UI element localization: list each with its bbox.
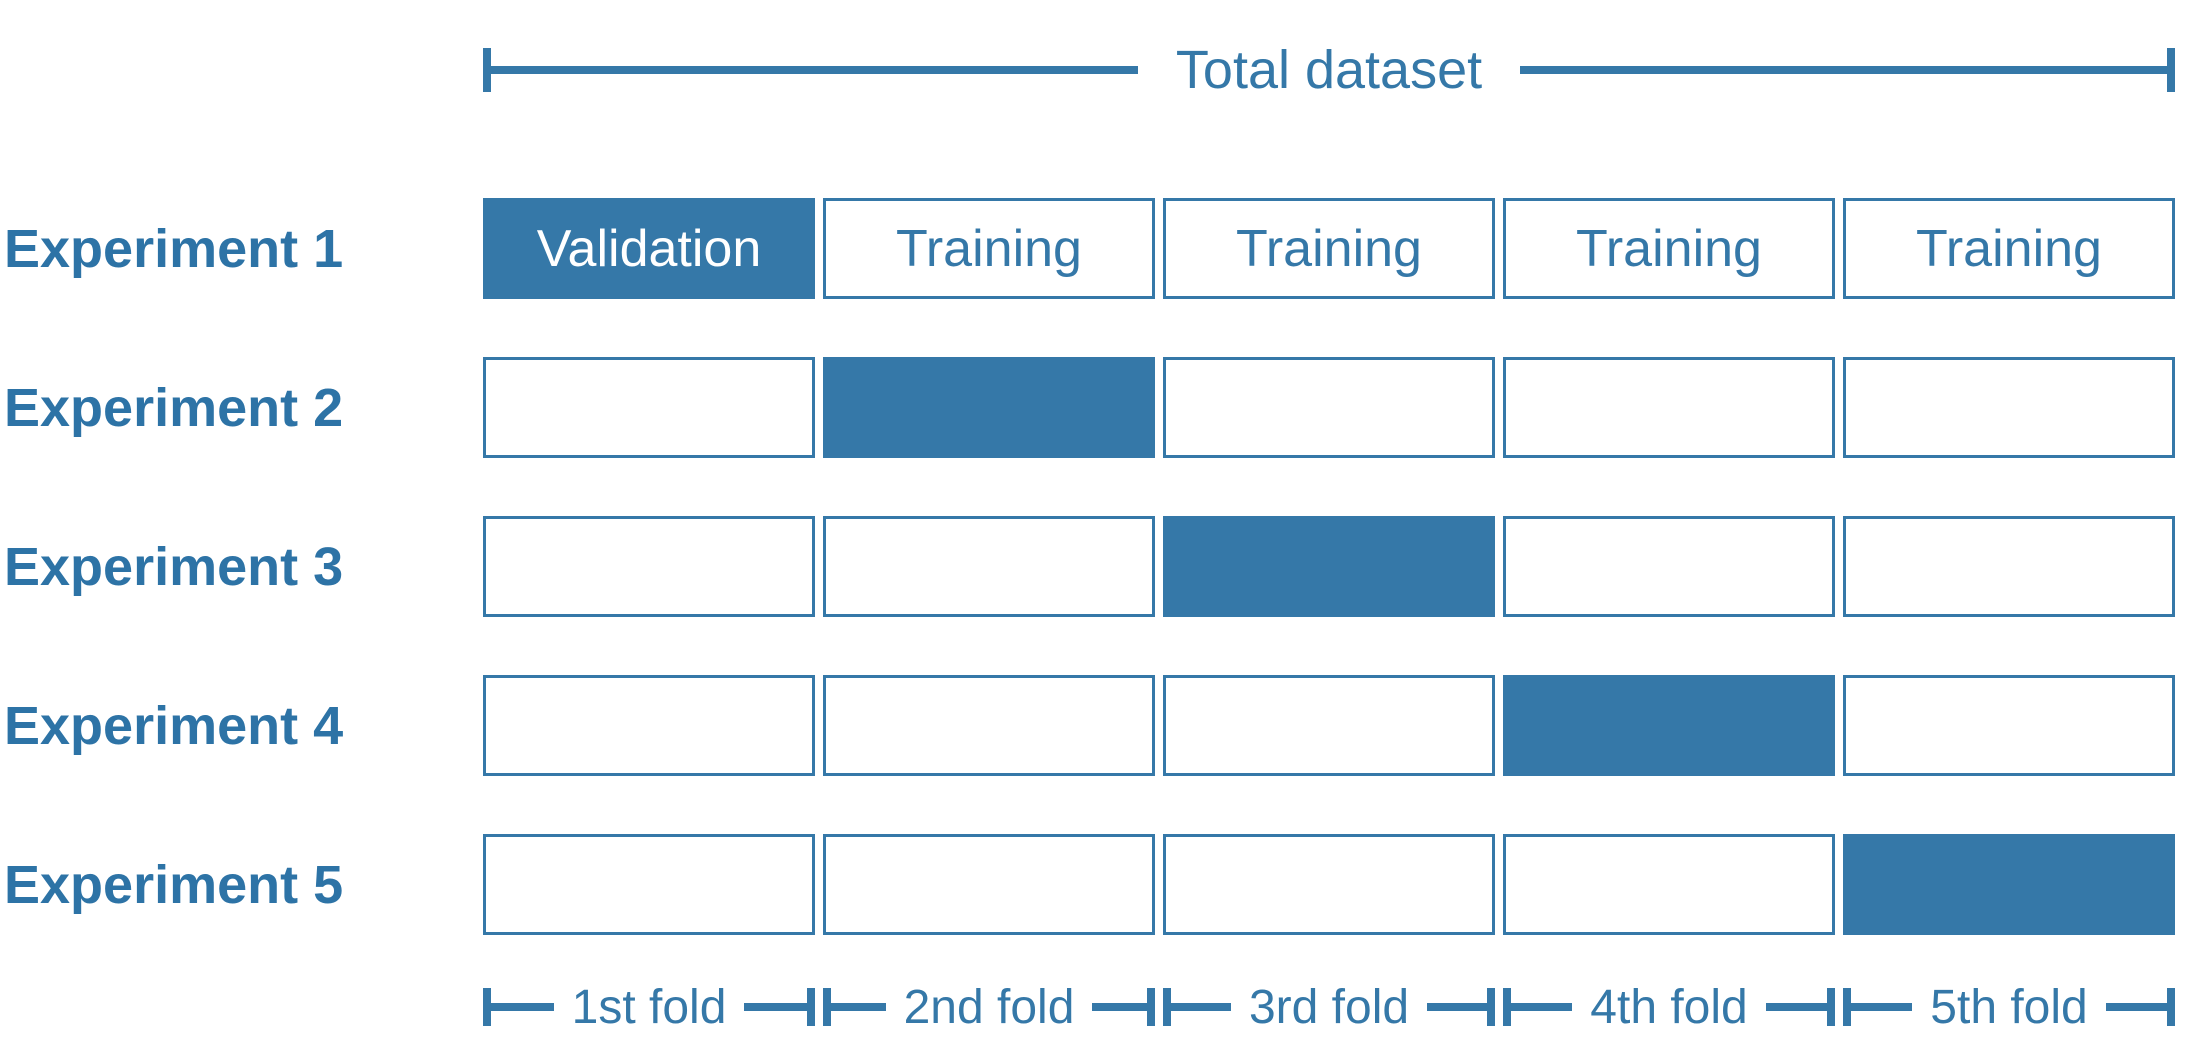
bracket-left-line — [491, 66, 1138, 74]
fold-cell — [483, 675, 815, 776]
fold-cell — [823, 834, 1155, 935]
fold-label: 3rd fold — [1248, 980, 1410, 1034]
experiment-4-label: Experiment 4 — [4, 695, 344, 756]
fold-right-tick — [1147, 988, 1155, 1026]
fold-left-tick — [823, 988, 831, 1026]
fold-label: 5th fold — [1930, 980, 2088, 1034]
fold-cell: Validation — [483, 198, 815, 299]
fold-cell — [483, 357, 815, 458]
fold-cell — [483, 516, 815, 617]
fold-cell: Training — [1163, 198, 1495, 299]
experiment-row-1: Experiment 1 Validation Training Trainin… — [4, 198, 2175, 299]
fold-cell — [483, 834, 815, 935]
fold-left-tick — [1843, 988, 1851, 1026]
fold-label: 2nd fold — [903, 980, 1075, 1034]
experiment-1-label: Experiment 1 — [4, 218, 344, 279]
experiment-5-label: Experiment 5 — [4, 854, 344, 915]
fold-left-line — [1511, 1003, 1573, 1011]
fold-span-2: 2nd fold — [823, 975, 1155, 1039]
fold-left-line — [831, 1003, 886, 1011]
bracket-right-line — [1520, 66, 2168, 74]
fold-left-tick — [1163, 988, 1171, 1026]
fold-cell — [1843, 834, 2175, 935]
fold-cell — [1843, 357, 2175, 458]
fold-left-line — [1851, 1003, 1913, 1011]
fold-span-4: 4th fold — [1503, 975, 1836, 1039]
fold-right-tick — [807, 988, 816, 1026]
fold-axis: 1st fold 2nd fold 3rd fold 4th fold — [483, 975, 2176, 1039]
fold-cell — [1163, 516, 1495, 617]
fold-right-line — [1427, 1003, 1488, 1011]
fold-right-line — [744, 1003, 808, 1011]
fold-cell — [1163, 357, 1495, 458]
fold-cell — [823, 357, 1155, 458]
experiment-row-2: Experiment 2 — [4, 357, 2175, 458]
fold-span-1: 1st fold — [483, 975, 816, 1039]
fold-right-line — [2105, 1003, 2168, 1011]
fold-right-tick — [2167, 988, 2176, 1026]
fold-span-3: 3rd fold — [1163, 975, 1496, 1039]
fold-cell — [1503, 516, 1835, 617]
experiment-row-5: Experiment 5 — [4, 834, 2175, 935]
experiment-row-3: Experiment 3 — [4, 516, 2175, 617]
fold-left-line — [491, 1003, 554, 1011]
fold-left-tick — [1503, 988, 1511, 1026]
experiment-3-label: Experiment 3 — [4, 536, 344, 597]
fold-cell — [1163, 834, 1495, 935]
total-dataset-bracket: Total dataset — [483, 38, 2176, 102]
experiment-rows: Experiment 1 Validation Training Trainin… — [4, 198, 2175, 935]
fold-cell — [1503, 834, 1835, 935]
fold-cell: Training — [1843, 198, 2175, 299]
fold-span-5: 5th fold — [1843, 975, 2176, 1039]
experiment-2-label: Experiment 2 — [4, 377, 344, 438]
fold-right-tick — [1827, 988, 1836, 1026]
total-dataset-label: Total dataset — [1175, 40, 1483, 100]
fold-right-line — [1765, 1003, 1828, 1011]
fold-left-tick — [483, 988, 491, 1026]
fold-cell — [1503, 675, 1835, 776]
experiment-row-4: Experiment 4 — [4, 675, 2175, 776]
fold-right-tick — [1487, 988, 1496, 1026]
fold-cell — [1163, 675, 1495, 776]
fold-right-line — [1092, 1003, 1147, 1011]
fold-label: 4th fold — [1590, 980, 1748, 1034]
fold-cell: Training — [1503, 198, 1835, 299]
fold-cell — [1843, 516, 2175, 617]
fold-label: 1st fold — [571, 980, 727, 1034]
bracket-right-tick — [2167, 48, 2176, 92]
fold-cell — [1503, 357, 1835, 458]
bracket-left-tick — [483, 48, 491, 92]
fold-left-line — [1171, 1003, 1231, 1011]
fold-cell: Training — [823, 198, 1155, 299]
fold-cell — [1843, 675, 2175, 776]
fold-cell — [823, 675, 1155, 776]
fold-cell — [823, 516, 1155, 617]
